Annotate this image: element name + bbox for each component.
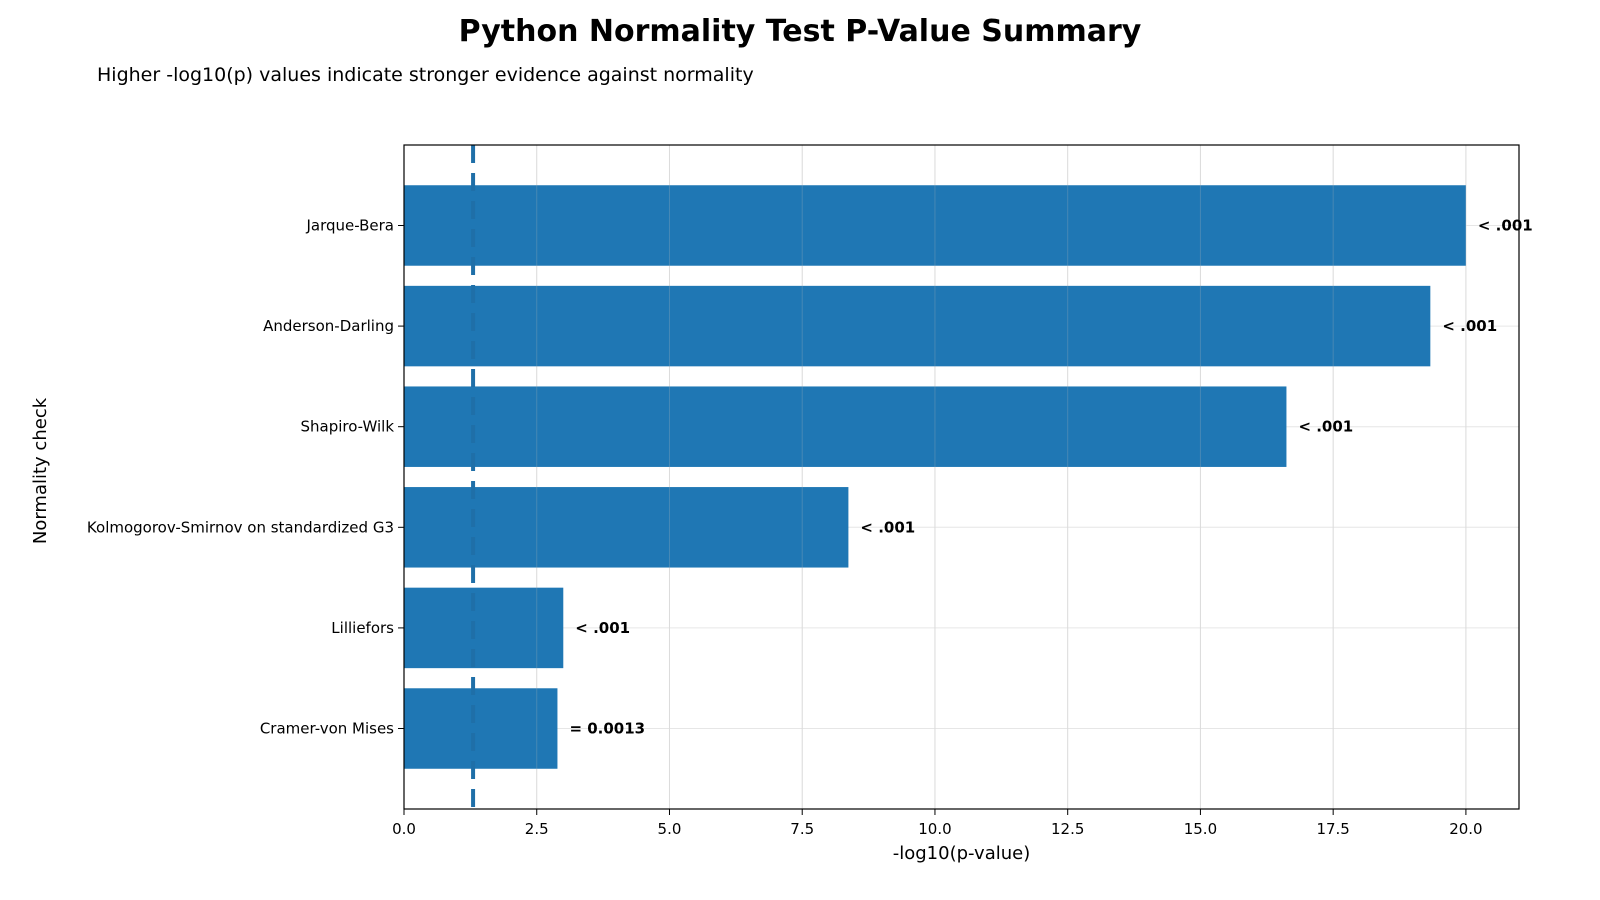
bar <box>404 587 564 669</box>
bar <box>404 285 1431 367</box>
y-tick-label: Anderson-Darling <box>263 317 394 335</box>
bar-data-label: < .001 <box>1442 317 1497 335</box>
chart-subtitle: Higher -log10(p) values indicate stronge… <box>97 64 754 86</box>
x-tick-label: 10.0 <box>918 820 951 838</box>
x-axis-label: -log10(p-value) <box>893 843 1031 864</box>
bar-data-label: = 0.0013 <box>569 720 645 738</box>
bar-data-label: < .001 <box>860 518 915 536</box>
y-tick-label: Lilliefors <box>331 619 394 637</box>
bar-data-label: < .001 <box>575 619 630 637</box>
bar <box>404 386 1287 467</box>
x-tick-label: 17.5 <box>1316 820 1349 838</box>
x-tick-label: 2.5 <box>525 820 549 838</box>
x-tick-label: 7.5 <box>790 820 814 838</box>
bar-data-label: < .001 <box>1478 216 1533 234</box>
y-tick-label: Kolmogorov-Smirnov on standardized G3 <box>87 518 394 536</box>
x-tick-label: 12.5 <box>1051 820 1084 838</box>
bar-data-label: < .001 <box>1298 418 1353 436</box>
y-tick-label: Shapiro-Wilk <box>300 418 394 436</box>
chart-title: Python Normality Test P-Value Summary <box>458 14 1142 49</box>
x-tick-label: 5.0 <box>658 820 682 838</box>
bar <box>404 185 1466 266</box>
y-tick-label: Jarque-Bera <box>305 216 394 234</box>
bars <box>403 145 1467 809</box>
data-labels: < .001 < .001 < .001 < .001 < .001 = 0.0013 <box>569 216 1532 737</box>
y-tick-label: Cramer-von Mises <box>260 720 394 738</box>
y-axis-label: Normality check <box>30 397 51 544</box>
x-tick-label: 15.0 <box>1184 820 1217 838</box>
bar <box>404 487 849 568</box>
x-tick-label: 0.0 <box>392 820 416 838</box>
axis-ticks: 0.0 2.5 5.0 7.5 10.0 12.5 15.0 17.5 20.0 Jarque-B… <box>87 216 1483 838</box>
plot-frame <box>403 144 1520 810</box>
bar <box>404 688 558 769</box>
x-tick-label: 20.0 <box>1449 820 1482 838</box>
